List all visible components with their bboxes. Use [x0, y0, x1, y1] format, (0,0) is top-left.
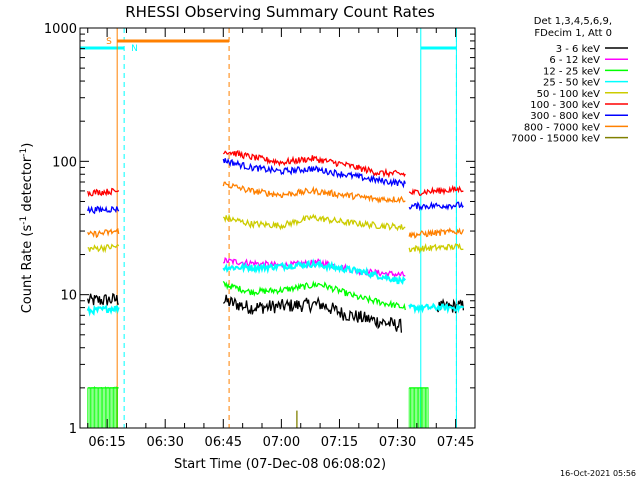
x-tick-label: 06:45: [205, 435, 242, 450]
saa-label: S: [106, 37, 112, 47]
series-0: [87, 292, 465, 333]
series-7: [87, 181, 465, 239]
x-tick-label: 07:45: [437, 435, 474, 450]
y-tick-label: 1000: [44, 22, 77, 37]
x-tick-label: 06:15: [88, 435, 125, 450]
legend-label: 7000 - 15000 keV: [511, 134, 600, 145]
series-3: [86, 258, 465, 317]
series-line-segment: [87, 187, 120, 198]
series-line-segment: [408, 184, 464, 197]
legend-label: 6 - 12 keV: [549, 55, 600, 66]
legend-header-line: FDecim 1, Att 0: [534, 28, 612, 39]
legend-label: 3 - 6 keV: [556, 44, 600, 55]
chart-title: RHESSI Observing Summary Count Rates: [125, 3, 435, 21]
x-tick-label: 07:00: [263, 435, 300, 450]
x-tick-label: 07:30: [379, 435, 416, 450]
series-line-segment: [86, 304, 120, 317]
series-4: [87, 213, 464, 255]
series-line-segment: [222, 280, 406, 311]
y-tick-label: 100: [52, 155, 77, 170]
series-2: [87, 280, 429, 389]
series-line-segment: [408, 201, 464, 212]
series-line-segment: [408, 242, 464, 255]
series-line-segment: [222, 157, 406, 189]
y-tick-label: 1: [69, 422, 77, 437]
legend-label: 50 - 100 keV: [537, 89, 601, 100]
series-line-segment: [408, 302, 465, 315]
axes: 1 10 100 1000 06:15 06:30 06:45 07:00 07:15 07:30…: [44, 22, 476, 450]
legend-label: 12 - 25 keV: [543, 66, 600, 77]
series-6: [87, 157, 464, 215]
series-line-segment: [222, 294, 403, 333]
legend-label: 800 - 7000 keV: [524, 122, 600, 133]
y-axis-label: Count Rate (s-1 detector-1): [19, 143, 35, 314]
y-tick-label: 10: [60, 289, 77, 304]
footer-timestamp: 16-Oct-2021 05:56: [560, 469, 636, 478]
x-axis-label: Start Time (07-Dec-08 06:08:02): [174, 457, 386, 472]
series-line-segment: [222, 258, 407, 286]
x-tick-label: 07:15: [321, 435, 358, 450]
series-12-25-spikes: [87, 386, 429, 428]
series-line-segment: [87, 227, 120, 239]
legend: Det 1,3,4,5,6,9,FDecim 1, Att 0 3 - 6 keV…: [511, 16, 628, 145]
series-line-segment: [222, 213, 406, 232]
series-line-segment: [222, 149, 406, 179]
legend-header-line: Det 1,3,4,5,6,9,: [534, 16, 612, 27]
series-line-segment: [222, 181, 406, 204]
series-line-segment: [436, 298, 465, 314]
legend-label: 25 - 50 keV: [543, 78, 600, 89]
plot-frame: [79, 27, 476, 429]
x-tick-label: 06:30: [146, 435, 183, 450]
series-5: [87, 149, 464, 198]
series-line-segment: [87, 205, 120, 215]
plot-area: NS: [80, 28, 476, 428]
series-line-segment: [408, 227, 465, 239]
legend-label: 100 - 300 keV: [530, 100, 600, 111]
series-line-segment: [87, 243, 120, 254]
night-label: N: [131, 44, 138, 54]
series-line-segment: [87, 292, 119, 306]
legend-label: 300 - 800 keV: [530, 111, 600, 122]
